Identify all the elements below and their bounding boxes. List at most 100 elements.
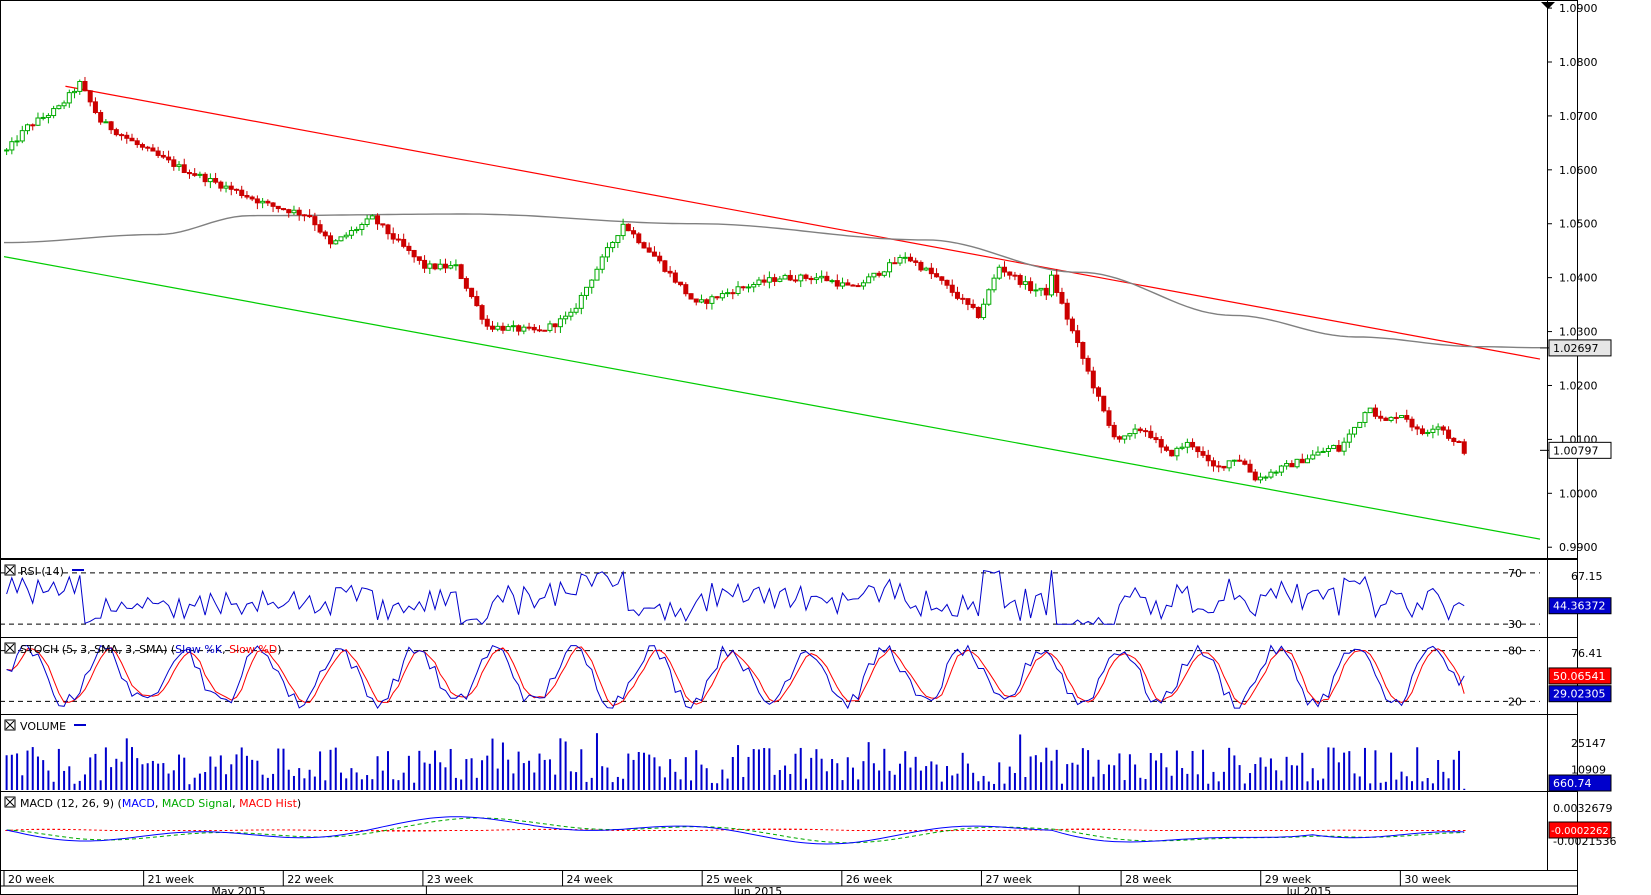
macd-hist-bar: [20, 829, 24, 831]
candle-body: [897, 257, 903, 264]
candle-body: [646, 247, 652, 253]
macd-hist-bar: [266, 829, 270, 831]
candle-body: [589, 279, 595, 288]
macd-hist-bar: [198, 830, 202, 831]
macd-hist-bar: [1133, 829, 1137, 831]
candle-body: [1143, 430, 1149, 433]
candle-body: [1001, 266, 1007, 273]
candle-body: [698, 299, 704, 303]
macd-hist-bar: [914, 830, 917, 832]
macd-hist-bar: [334, 830, 338, 831]
candle-body: [442, 263, 448, 269]
candle-body: [474, 296, 480, 307]
candle-body: [160, 154, 166, 158]
candle-body: [1075, 330, 1081, 343]
candle-body: [860, 282, 866, 287]
week-label: 26 week: [846, 873, 893, 886]
macd-hist-bar: [371, 830, 374, 832]
macd-hist-bar: [527, 828, 531, 830]
candle-body: [458, 264, 464, 280]
macd-hist-bar: [135, 830, 139, 831]
candle-body: [1247, 463, 1253, 473]
candle-body: [787, 274, 793, 281]
candle-body: [25, 124, 31, 132]
candle-body: [150, 147, 156, 152]
candle-body: [411, 249, 417, 258]
candle-body: [343, 234, 349, 238]
macd-hist-bar: [940, 830, 944, 832]
macd-hist-bar: [83, 829, 87, 831]
candle-body: [30, 124, 36, 127]
macd-signal-name: MACD Signal: [162, 797, 232, 810]
candle-body: [1378, 415, 1384, 419]
candle-body: [1409, 418, 1415, 428]
macd-hist-bar: [412, 830, 416, 832]
macd-hist-bar: [261, 829, 264, 831]
macd-hist-bar: [1159, 830, 1163, 831]
candle-body: [218, 181, 224, 189]
candle-body: [1440, 426, 1446, 431]
candle-body: [1404, 415, 1410, 420]
rsi-value-box: [1548, 597, 1612, 615]
upper-trend-line: [65, 85, 1541, 360]
candle-body: [197, 173, 203, 176]
candle-body: [1148, 430, 1154, 439]
macd-hist-bar: [1405, 830, 1409, 831]
macd-hist-bar: [1421, 830, 1424, 831]
candle-body: [944, 279, 950, 286]
macd-hist-bar: [903, 830, 907, 832]
macd-hist-bar: [10, 829, 14, 831]
macd-hist-bar: [177, 830, 181, 831]
macd-hist-bar: [679, 830, 682, 831]
candle-body: [672, 272, 678, 283]
macd-hist-bar: [1123, 829, 1126, 831]
week-label: 29 week: [1265, 873, 1312, 886]
macd-hist-bar: [809, 828, 813, 830]
candle-body: [1043, 287, 1049, 296]
macd-hist-bar: [31, 828, 35, 830]
candle-body: [667, 270, 673, 274]
week-label: 22 week: [287, 873, 334, 886]
candle-body: [516, 325, 522, 332]
candle-body: [1200, 451, 1206, 456]
price-tick-label: 1.0600: [1559, 164, 1598, 177]
scroll-marker-icon[interactable]: [1541, 2, 1555, 9]
candle-body: [98, 112, 104, 123]
macd-hist-bar: [203, 830, 207, 831]
macd-hist-bar: [214, 830, 217, 831]
candle-body: [375, 215, 381, 225]
macd-hist-bar: [1316, 830, 1320, 831]
macd-hist-bar: [768, 828, 771, 830]
month-label: Jul 2015: [1286, 885, 1332, 895]
candle-body: [249, 196, 255, 200]
candle-body: [51, 108, 57, 117]
macd-hist-bar: [397, 830, 400, 832]
macd-hist-bar: [1395, 830, 1398, 831]
candle-body: [918, 261, 924, 271]
candle-body: [338, 236, 344, 242]
macd-hist-bar: [438, 830, 442, 832]
macd-hist-bar: [1447, 830, 1450, 831]
macd-hist-bar: [1102, 828, 1106, 830]
macd-hist-bar: [41, 828, 45, 830]
volume-header: VOLUME: [4, 719, 86, 733]
candle-body: [887, 262, 893, 273]
candle-body: [714, 296, 720, 299]
macd-hist-bar: [1311, 830, 1315, 831]
candle-body: [521, 326, 527, 332]
macd-hist-bar: [747, 828, 750, 830]
candle-body: [192, 173, 198, 176]
candle-body: [578, 294, 584, 309]
macd-hist-bar: [627, 830, 630, 831]
candle-body: [1430, 428, 1436, 433]
candle-body: [1106, 410, 1112, 426]
candle-body: [615, 235, 621, 243]
candle-body: [808, 277, 814, 281]
macd-hist-bar: [1248, 830, 1252, 831]
macd-hist-bar: [1379, 830, 1382, 831]
candle-body: [970, 303, 976, 308]
candle-body: [928, 267, 934, 275]
macd-hist-bar: [496, 829, 500, 831]
candle-body: [1101, 395, 1107, 412]
macd-hist-bar: [872, 830, 876, 831]
